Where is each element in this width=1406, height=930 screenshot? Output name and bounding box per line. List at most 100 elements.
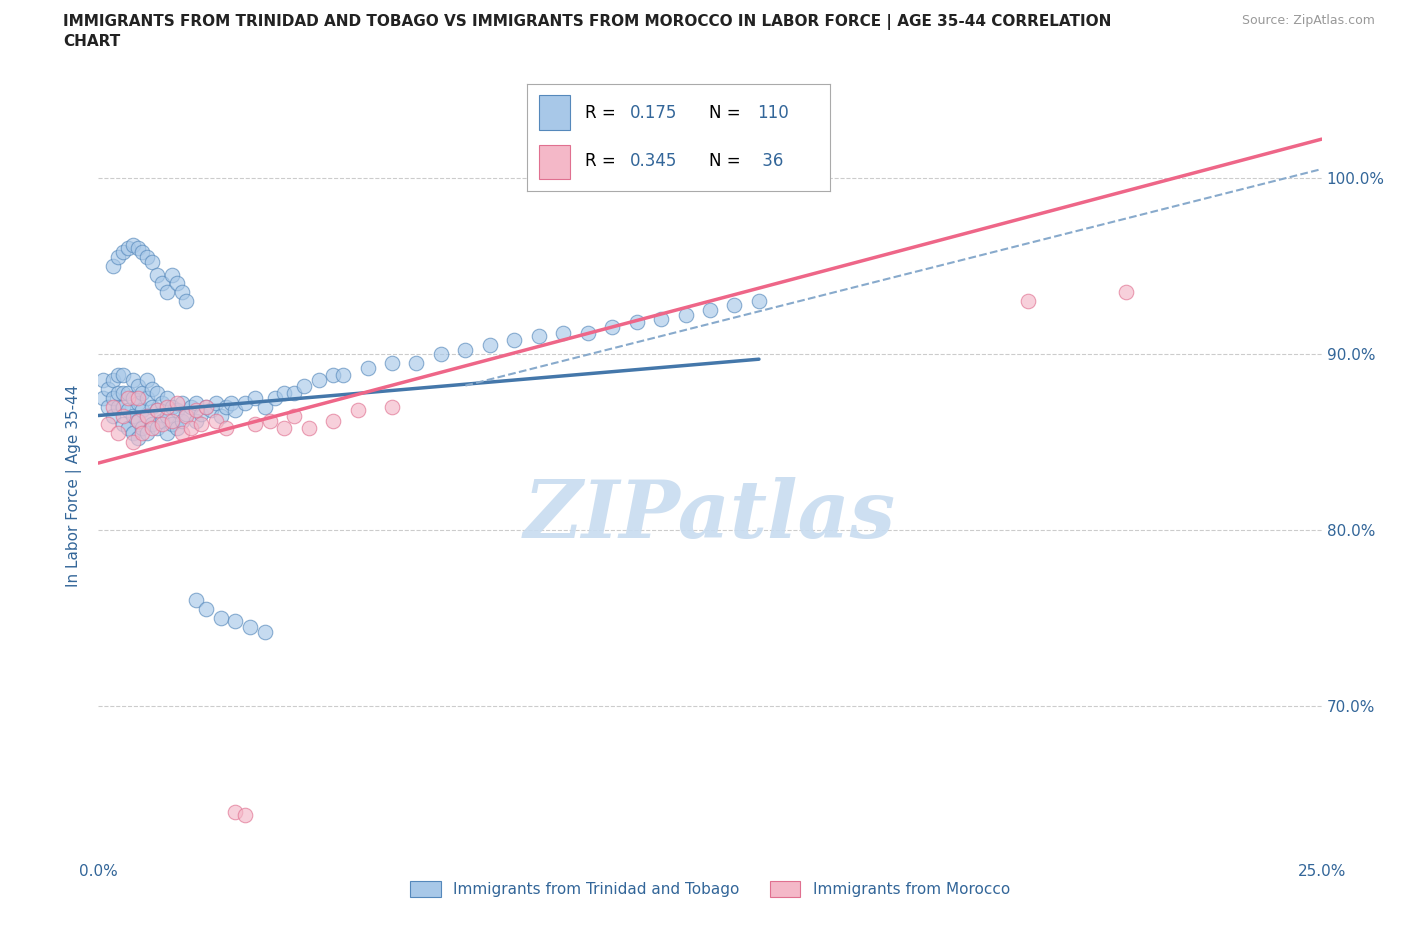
Point (186, 396, 208, 411)
Text: ZIPatlas: ZIPatlas (524, 477, 896, 554)
Point (176, 294, 198, 309)
Text: IMMIGRANTS FROM TRINIDAD AND TOBAGO VS IMMIGRANTS FROM MOROCCO IN LABOR FORCE | : IMMIGRANTS FROM TRINIDAD AND TOBAGO VS I… (63, 14, 1112, 30)
Point (381, 399, 404, 414)
Point (308, 373, 330, 388)
Point (180, 420, 202, 435)
Point (224, 403, 246, 418)
Point (219, 396, 242, 411)
Point (195, 399, 218, 414)
Point (699, 302, 721, 317)
Point (150, 417, 173, 432)
Text: N =: N = (709, 152, 740, 169)
Point (243, 391, 266, 405)
Point (101, 399, 124, 414)
Point (253, 625, 276, 640)
Point (131, 385, 153, 400)
Point (209, 408, 232, 423)
Point (111, 385, 134, 400)
Point (1017, 294, 1039, 309)
Point (107, 426, 129, 441)
Point (156, 408, 179, 423)
Point (127, 391, 149, 405)
Point (146, 403, 169, 418)
Legend: Immigrants from Trinidad and Tobago, Immigrants from Morocco: Immigrants from Trinidad and Tobago, Imm… (404, 875, 1017, 903)
Point (430, 347, 453, 362)
Point (166, 420, 188, 435)
Point (141, 381, 163, 396)
Point (131, 245, 153, 259)
Point (160, 399, 183, 414)
Point (107, 249, 129, 264)
Point (253, 399, 276, 414)
Point (170, 285, 193, 299)
Point (186, 593, 208, 608)
Point (233, 807, 256, 822)
Point (170, 426, 193, 441)
Point (127, 396, 149, 411)
Point (107, 367, 129, 382)
Y-axis label: In Labor Force | Age 35-44: In Labor Force | Age 35-44 (66, 385, 83, 587)
Point (101, 373, 124, 388)
Point (146, 267, 169, 282)
Point (675, 308, 697, 323)
Point (190, 417, 212, 432)
Point (195, 602, 218, 617)
Text: R =: R = (585, 103, 616, 122)
Point (243, 417, 266, 432)
Point (121, 408, 143, 423)
Point (127, 413, 149, 428)
Point (136, 408, 159, 423)
Point (233, 396, 256, 411)
Point (150, 413, 173, 428)
Point (136, 426, 159, 441)
Point (97, 399, 120, 414)
Point (190, 406, 212, 421)
Point (156, 285, 179, 299)
Point (626, 314, 648, 329)
Text: Source: ZipAtlas.com: Source: ZipAtlas.com (1241, 14, 1375, 27)
Point (111, 245, 134, 259)
Point (454, 343, 477, 358)
Text: N =: N = (709, 103, 740, 122)
Point (117, 391, 139, 405)
Point (214, 420, 236, 435)
Point (160, 267, 183, 282)
Point (259, 413, 281, 428)
Point (91, 373, 114, 388)
Point (111, 417, 134, 432)
Point (176, 408, 198, 423)
Point (136, 373, 159, 388)
Point (111, 399, 134, 414)
Point (150, 276, 173, 291)
Point (356, 361, 378, 376)
Point (381, 355, 404, 370)
Point (292, 379, 315, 393)
Text: 0.175: 0.175 (630, 103, 678, 122)
Text: 110: 110 (756, 103, 789, 122)
Point (91, 391, 114, 405)
Point (322, 413, 344, 428)
Point (111, 367, 134, 382)
Point (131, 420, 153, 435)
Point (101, 259, 124, 273)
Point (224, 614, 246, 629)
Point (117, 241, 139, 256)
Point (553, 326, 575, 340)
Point (239, 619, 262, 634)
Point (160, 417, 183, 432)
Point (146, 420, 169, 435)
Point (576, 326, 599, 340)
Point (111, 408, 134, 423)
Point (186, 413, 208, 428)
Point (205, 413, 228, 428)
Point (156, 391, 179, 405)
Point (131, 426, 153, 441)
Point (1115, 285, 1137, 299)
Point (600, 320, 623, 335)
Point (97, 381, 120, 396)
Point (283, 385, 305, 400)
Point (156, 399, 179, 414)
Point (332, 367, 354, 382)
Bar (540, 96, 569, 129)
Point (136, 391, 159, 405)
